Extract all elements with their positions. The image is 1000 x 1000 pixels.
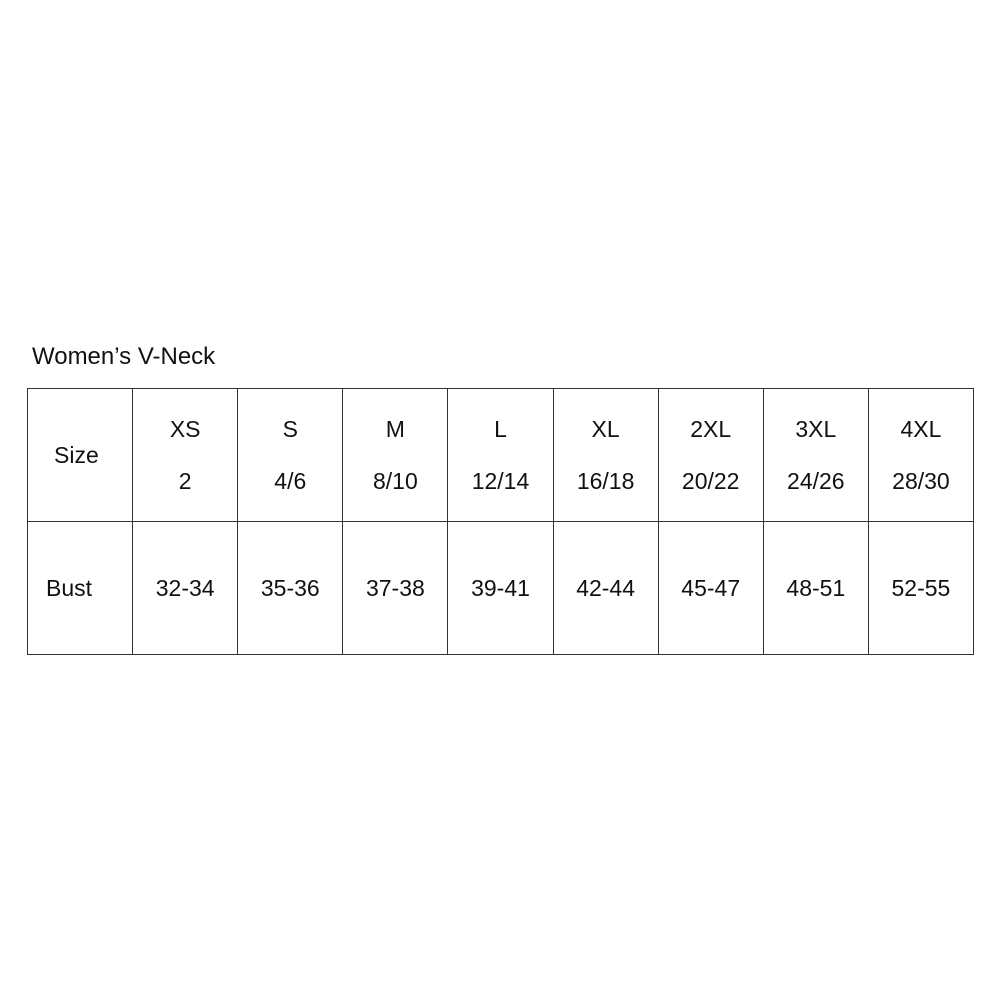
bust-cell: 32-34 bbox=[132, 521, 239, 655]
chart-title: Women’s V-Neck bbox=[32, 343, 216, 370]
size-label: 4XL bbox=[900, 416, 942, 442]
size-label: XL bbox=[591, 416, 620, 442]
size-cell: 3XL 24/26 bbox=[762, 388, 869, 522]
size-cell: S 4/6 bbox=[237, 388, 344, 522]
size-label: XS bbox=[169, 416, 201, 442]
size-numeric: 12/14 bbox=[471, 468, 530, 494]
size-cell: XS 2 bbox=[132, 388, 239, 522]
size-numeric: 24/26 bbox=[787, 468, 845, 494]
size-numeric: 16/18 bbox=[576, 468, 635, 494]
size-numeric: 8/10 bbox=[373, 468, 418, 494]
size-row: Size XS 2 S 4/6 M 8/10 L 12/14 XL 16/18 2XL 20/22 3X… bbox=[26, 388, 975, 522]
size-label: M bbox=[385, 416, 405, 442]
size-numeric: 20/22 bbox=[681, 468, 740, 494]
size-cell: XL 16/18 bbox=[552, 388, 659, 522]
row-label-bust: Bust bbox=[26, 521, 134, 655]
bust-cell: 39-41 bbox=[447, 521, 554, 655]
size-numeric: 2 bbox=[178, 468, 192, 494]
bust-cell: 45-47 bbox=[657, 521, 764, 655]
size-cell: 4XL 28/30 bbox=[867, 388, 975, 522]
size-label: L bbox=[494, 416, 507, 442]
size-cell: M 8/10 bbox=[342, 388, 449, 522]
size-label: 3XL bbox=[795, 416, 837, 442]
bust-cell: 52-55 bbox=[867, 521, 975, 655]
bust-cell: 37-38 bbox=[342, 521, 449, 655]
bust-row: Bust 32-34 35-36 37-38 39-41 42-44 45-47 48-51… bbox=[26, 521, 975, 655]
size-cell: 2XL 20/22 bbox=[657, 388, 764, 522]
size-label: 2XL bbox=[690, 416, 732, 442]
size-numeric: 4/6 bbox=[274, 468, 307, 494]
size-cell: L 12/14 bbox=[447, 388, 554, 522]
row-label-size: Size bbox=[26, 388, 134, 522]
size-chart-table: Size XS 2 S 4/6 M 8/10 L 12/14 XL 16/18 2XL 20/22 3X… bbox=[26, 388, 975, 655]
size-label: S bbox=[282, 416, 298, 442]
bust-cell: 48-51 bbox=[762, 521, 869, 655]
size-numeric: 28/30 bbox=[892, 468, 950, 494]
bust-cell: 42-44 bbox=[552, 521, 659, 655]
bust-cell: 35-36 bbox=[237, 521, 344, 655]
